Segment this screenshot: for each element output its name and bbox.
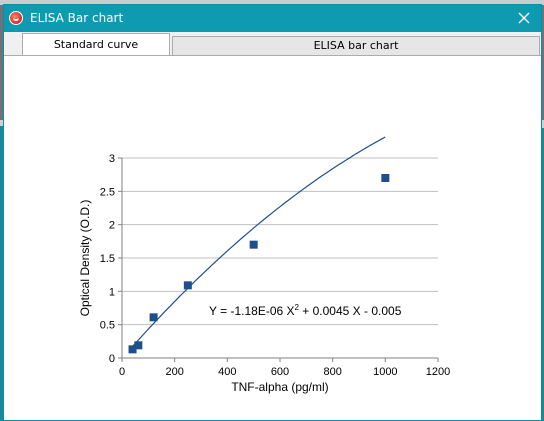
window-title: ELISA Bar chart — [30, 11, 124, 25]
x-tick-label: 1000 — [373, 366, 397, 378]
title-bar[interactable]: ELISA Bar chart — [4, 5, 541, 32]
y-tick-label: 0 — [109, 353, 115, 365]
tab-bar: Standard curve ELISA bar chart — [4, 32, 541, 56]
data-point — [134, 341, 143, 350]
data-point — [128, 345, 137, 354]
x-tick-label: 800 — [323, 366, 341, 378]
x-tick-label: 400 — [218, 366, 236, 378]
x-tick-label: 1200 — [426, 366, 450, 378]
background-window-bar-left — [0, 120, 3, 126]
tab-underline — [4, 55, 541, 56]
x-axis-label: TNF-alpha (pg/ml) — [231, 380, 328, 394]
data-point — [249, 240, 258, 249]
standard-curve-panel: 0 0.5 1 1.5 2 2.5 3 0 200 400 600 800 1000 1200 Y = -1… — [4, 56, 541, 420]
y-tick-label: 2.5 — [100, 186, 115, 198]
y-tick-label: 2 — [109, 220, 115, 232]
tab-standard-curve[interactable]: Standard curve — [22, 33, 170, 56]
background-window-strip — [0, 0, 544, 5]
app-logo-icon — [9, 11, 23, 25]
y-tick-label: 0.5 — [100, 320, 115, 332]
standard-curve-chart: 0 0.5 1 1.5 2 2.5 3 0 200 400 600 800 1000 1200 Y = -1… — [78, 136, 450, 394]
trendline-equation: Y = -1.18E-06 X2 + 0.0045 X - 0.005 — [209, 303, 402, 318]
y-tick-label: 1 — [109, 286, 115, 298]
elisa-window: ELISA Bar chart Standard curve ELISA bar… — [3, 4, 542, 421]
y-tick-label: 3 — [109, 153, 115, 165]
data-point — [149, 313, 158, 322]
x-tick-label: 0 — [119, 366, 125, 378]
y-tick-label: 1.5 — [100, 253, 115, 265]
close-icon[interactable] — [513, 7, 535, 29]
data-point — [381, 174, 390, 182]
data-point — [183, 281, 192, 290]
x-tick-label: 600 — [271, 366, 289, 378]
background-window-edge-left — [0, 120, 3, 421]
y-axis-label: Optical Density (O.D.) — [78, 200, 92, 317]
x-tick-label: 200 — [165, 366, 183, 378]
tab-elisa-bar-chart[interactable]: ELISA bar chart — [172, 36, 540, 56]
trendline — [132, 136, 386, 347]
